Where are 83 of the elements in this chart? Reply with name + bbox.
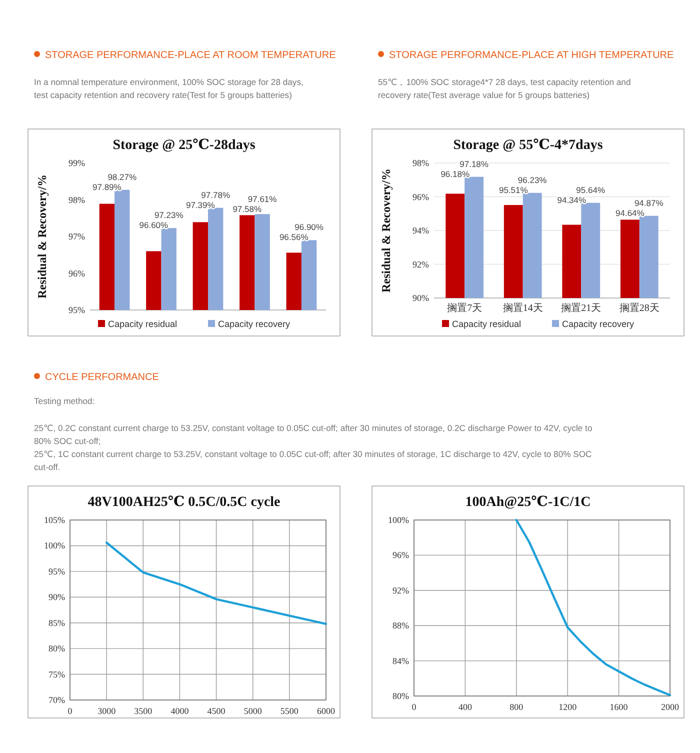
legend-label: Capacity residual: [452, 319, 522, 329]
y-tick-label: 90%: [412, 293, 430, 303]
x-tick-label: 搁置7天: [447, 302, 482, 314]
data-label: 96.23%: [518, 174, 548, 185]
x-tick-label: 3000: [98, 706, 116, 716]
data-label: 96.90%: [294, 222, 324, 232]
y-tick-label: 96%: [392, 550, 410, 560]
y-tick-label: 90%: [48, 592, 66, 602]
x-tick-label: 800: [510, 702, 524, 712]
y-tick-label: 92%: [412, 259, 430, 270]
y-tick-label: 80%: [48, 644, 66, 654]
data-label: 96.56%: [279, 232, 309, 242]
data-label: 94.64%: [616, 208, 645, 218]
chart-title: Storage @ 55℃-4*7days: [453, 138, 604, 153]
y-tick-label: 84%: [392, 656, 410, 666]
text: 80% SOC cut-off;: [34, 436, 101, 446]
data-label: 97.18%: [460, 158, 489, 169]
data-label: 97.61%: [248, 194, 278, 204]
text: 25℃, 0.2C constant current charge to 53.25V, constant voltage to 0.05C cut-off; after 30 minutes of storage, 0.2C discharge Power to 42V, cycle to: [34, 423, 592, 433]
line-series: [105, 542, 328, 625]
y-tick-label: 80%: [392, 691, 410, 701]
data-label: 97.89%: [92, 182, 122, 192]
y-tick-label: 99%: [68, 158, 86, 168]
y-tick-label: 94%: [412, 226, 430, 236]
data-label: 96.60%: [139, 220, 169, 230]
x-tick-label: 0: [68, 706, 73, 716]
x-tick-label: 400: [458, 702, 472, 712]
data-label: 94.34%: [557, 194, 587, 205]
text: cut-off.: [34, 462, 60, 472]
text: STORAGE PERFORMANCE-PLACE AT HIGH TEMPERATURE: [389, 50, 674, 61]
data-label: 97.58%: [232, 204, 262, 214]
chart-title: Storage @ 25℃-28days: [112, 138, 256, 153]
text: In a nomnal temperature environment, 100% SOC storage for 28 days,: [34, 77, 304, 87]
y-axis-title: Residual & Recovery/%: [379, 168, 393, 292]
chart-title: 48V100AH25℃ 0.5C/0.5C cycle: [88, 495, 280, 510]
x-tick-label: 搁置14天: [502, 302, 543, 314]
data-label: 97.23%: [154, 210, 184, 220]
legend-label: Capacity recovery: [562, 319, 635, 329]
x-tick-label: 5000: [244, 706, 262, 716]
y-tick-label: 75%: [48, 669, 66, 680]
chart-title: 100Ah@25℃-1C/1C: [465, 495, 591, 510]
text: recovery rate(Test average value for 5 groups batteries): [378, 90, 590, 100]
x-tick-label: 6000: [317, 706, 336, 716]
data-label: 96.18%: [440, 168, 470, 179]
y-tick-label: 92%: [392, 585, 410, 596]
legend-label: Capacity residual: [108, 319, 178, 329]
x-tick-label: 4000: [170, 706, 190, 716]
x-tick-label: 1200: [558, 702, 578, 712]
y-tick-label: 70%: [48, 695, 66, 705]
data-label: 94.87%: [634, 198, 664, 208]
y-tick-label: 85%: [48, 618, 66, 628]
text: CYCLE PERFORMANCE: [45, 372, 160, 383]
text: 25℃, 1C constant current charge to 53.25V, constant voltage to 0.05C cut-off; after 30 minutes of storage, 1C discharge to 42V, cycle to 80% SOC: [34, 449, 592, 459]
x-tick-label: 5500: [280, 706, 299, 716]
y-tick-label: 100%: [44, 540, 66, 551]
y-tick-label: 96%: [412, 192, 430, 202]
x-tick-label: 0: [412, 702, 417, 712]
y-tick-label: 100%: [388, 515, 410, 525]
text: Testing method:: [34, 396, 95, 406]
text: STORAGE PERFORMANCE-PLACE AT ROOM TEMPERATURE: [45, 50, 336, 61]
y-tick-label: 98%: [412, 158, 430, 168]
data-label: 97.78%: [201, 190, 230, 200]
y-tick-label: 97%: [68, 232, 86, 242]
y-tick-label: 88%: [392, 620, 410, 631]
x-tick-label: 搁置28天: [619, 302, 660, 314]
y-tick-label: 95%: [68, 305, 86, 315]
data-label: 97.39%: [186, 200, 216, 210]
x-tick-label: 2000: [661, 702, 680, 712]
x-tick-label: 1600: [610, 702, 628, 712]
x-tick-label: 4500: [207, 706, 226, 716]
y-axis-title: Residual & Recovery/%: [35, 174, 49, 298]
data-label: 95.51%: [498, 184, 528, 195]
x-tick-label: 3500: [134, 706, 153, 716]
y-tick-label: 96%: [68, 268, 86, 278]
y-tick-label: 105%: [44, 515, 66, 525]
y-tick-label: 98%: [68, 194, 86, 205]
y-tick-label: 95%: [48, 566, 66, 576]
data-label: 95.64%: [576, 184, 606, 195]
text: test capacity retention and recovery rate(Test for 5 groups batteries): [34, 90, 292, 100]
data-label: 98.27%: [108, 172, 137, 182]
text: 55℃，100% SOC storage4*7 28 days, test capacity retention and: [378, 77, 631, 87]
legend-label: Capacity recovery: [218, 319, 291, 329]
x-tick-label: 搁置21天: [561, 302, 602, 314]
